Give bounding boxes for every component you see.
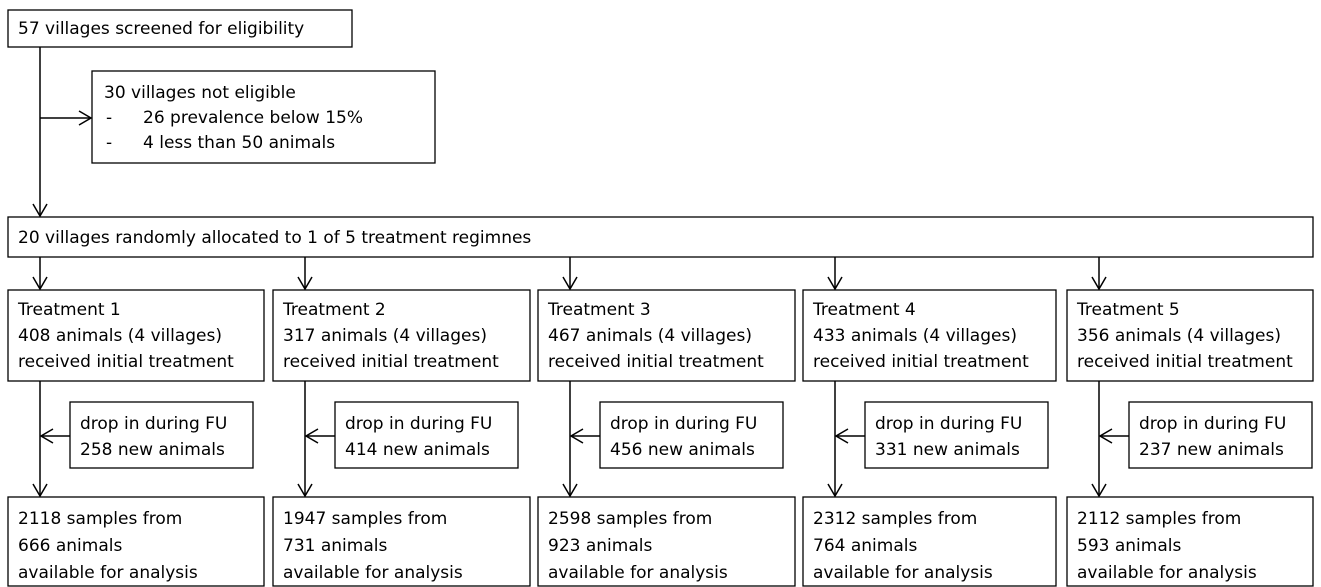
treatment-text: 433 animals (4 villages) — [813, 326, 1017, 346]
treatment-text: 408 animals (4 villages) — [18, 326, 222, 346]
arrowhead — [32, 483, 48, 498]
arrowhead — [78, 110, 93, 126]
samples-text: 2112 samples from — [1077, 509, 1241, 529]
samples-text: 2118 samples from — [18, 509, 182, 529]
samples-box — [272, 496, 531, 587]
arrowhead — [1091, 483, 1107, 498]
arrowhead — [834, 428, 849, 444]
samples-box — [802, 496, 1057, 587]
arrowhead — [1098, 428, 1113, 444]
samples-text: available for analysis — [1077, 563, 1257, 583]
drop-in-box — [334, 401, 519, 469]
treatment-text: received initial treatment — [18, 352, 234, 372]
arrowhead — [39, 428, 54, 444]
samples-text: available for analysis — [813, 563, 993, 583]
drop-in-box — [599, 401, 784, 469]
samples-text: available for analysis — [548, 563, 728, 583]
drop-in-box — [864, 401, 1049, 469]
samples-box — [7, 496, 265, 587]
treatment-text: Treatment 1 — [17, 300, 121, 320]
treatment-text: 317 animals (4 villages) — [283, 326, 487, 346]
drop-in-text: drop in during FU — [610, 414, 757, 434]
screened-box — [7, 9, 353, 48]
arrowhead — [32, 203, 48, 218]
treatment-text: received initial treatment — [283, 352, 499, 372]
drop-in-text: drop in during FU — [80, 414, 227, 434]
samples-text: 593 animals — [1077, 536, 1181, 556]
drop-in-text: 414 new animals — [345, 440, 490, 460]
not-eligible-item: 4 less than 50 animals — [143, 133, 335, 153]
drop-in-text: drop in during FU — [345, 414, 492, 434]
treatment-text: received initial treatment — [813, 352, 1029, 372]
treatment-box — [537, 289, 796, 382]
not-eligible-box — [91, 70, 436, 164]
treatment-text: 356 animals (4 villages) — [1077, 326, 1281, 346]
screened-text: 57 villages screened for eligibility — [18, 19, 304, 39]
treatment-box — [802, 289, 1057, 382]
drop-in-text: 237 new animals — [1139, 440, 1284, 460]
samples-text: available for analysis — [283, 563, 463, 583]
not-eligible-item: 26 prevalence below 15% — [143, 108, 363, 128]
samples-text: 731 animals — [283, 536, 387, 556]
arrowhead — [827, 483, 843, 498]
bullet: - — [106, 108, 112, 128]
arrowhead — [827, 276, 843, 291]
arrowhead — [569, 428, 584, 444]
allocation-box — [7, 216, 1314, 258]
samples-text: 666 animals — [18, 536, 122, 556]
arrowhead — [304, 428, 319, 444]
allocation-text: 20 villages randomly allocated to 1 of 5… — [18, 228, 531, 248]
arrowhead — [562, 483, 578, 498]
treatment-text: Treatment 2 — [282, 300, 386, 320]
treatment-box — [7, 289, 265, 382]
drop-in-text: drop in during FU — [1139, 414, 1286, 434]
samples-text: 2598 samples from — [548, 509, 712, 529]
drop-in-box — [69, 401, 254, 469]
bullet: - — [106, 133, 112, 153]
treatment-text: received initial treatment — [1077, 352, 1293, 372]
treatment-text: Treatment 3 — [547, 300, 651, 320]
arrowhead — [297, 483, 313, 498]
drop-in-text: 331 new animals — [875, 440, 1020, 460]
drop-in-text: 456 new animals — [610, 440, 755, 460]
treatment-text: received initial treatment — [548, 352, 764, 372]
treatment-box — [1066, 289, 1314, 382]
drop-in-text: drop in during FU — [875, 414, 1022, 434]
samples-text: 923 animals — [548, 536, 652, 556]
arrowhead — [297, 276, 313, 291]
samples-text: 1947 samples from — [283, 509, 447, 529]
treatment-text: Treatment 5 — [1076, 300, 1180, 320]
samples-text: 2312 samples from — [813, 509, 977, 529]
samples-box — [537, 496, 796, 587]
treatment-text: Treatment 4 — [812, 300, 916, 320]
samples-text: 764 animals — [813, 536, 917, 556]
not-eligible-title: 30 villages not eligible — [104, 83, 296, 103]
arrowhead — [32, 276, 48, 291]
drop-in-text: 258 new animals — [80, 440, 225, 460]
treatment-text: 467 animals (4 villages) — [548, 326, 752, 346]
arrowhead — [1091, 276, 1107, 291]
samples-text: available for analysis — [18, 563, 198, 583]
arrowhead — [562, 276, 578, 291]
treatment-box — [272, 289, 531, 382]
samples-box — [1066, 496, 1314, 587]
drop-in-box — [1128, 401, 1313, 469]
